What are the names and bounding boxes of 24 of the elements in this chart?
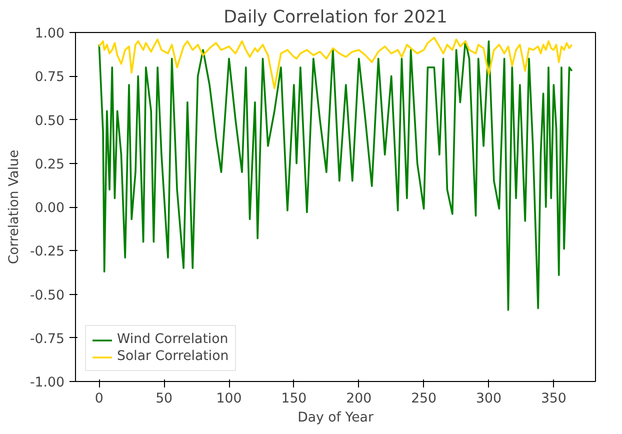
x-axis-title: Day of Year: [298, 410, 374, 426]
legend-label: Wind Correlation: [117, 332, 228, 347]
legend-label: Solar Correlation: [117, 349, 229, 364]
x-tick-label: 0: [94, 392, 104, 406]
line-series: [98, 36, 573, 90]
line-series: [98, 40, 573, 311]
y-axis-title: Correlation Value: [7, 150, 22, 264]
x-tick-label: 150: [281, 392, 307, 406]
x-tick-label: 50: [156, 392, 173, 406]
y-tick-label: 0.50: [34, 114, 65, 129]
y-tick-label: 1.00: [34, 26, 65, 42]
chart-title: Daily Correlation for 2021: [224, 8, 448, 28]
y-tick-label: -1.00: [30, 376, 65, 390]
x-tick-label: 350: [540, 392, 566, 406]
y-tick-label: -0.50: [30, 288, 65, 304]
y-tick-label: 0.25: [34, 157, 65, 172]
y-tick-label: -0.25: [30, 244, 65, 260]
y-tick-label: 0.00: [34, 201, 65, 216]
x-tick-label: 200: [346, 392, 372, 406]
y-tick-label: -0.75: [30, 332, 65, 347]
x-tick-label: 100: [216, 392, 242, 406]
x-tick-label: 300: [476, 392, 502, 406]
x-tick-label: 250: [411, 392, 437, 406]
y-tick-label: 0.75: [34, 70, 65, 86]
